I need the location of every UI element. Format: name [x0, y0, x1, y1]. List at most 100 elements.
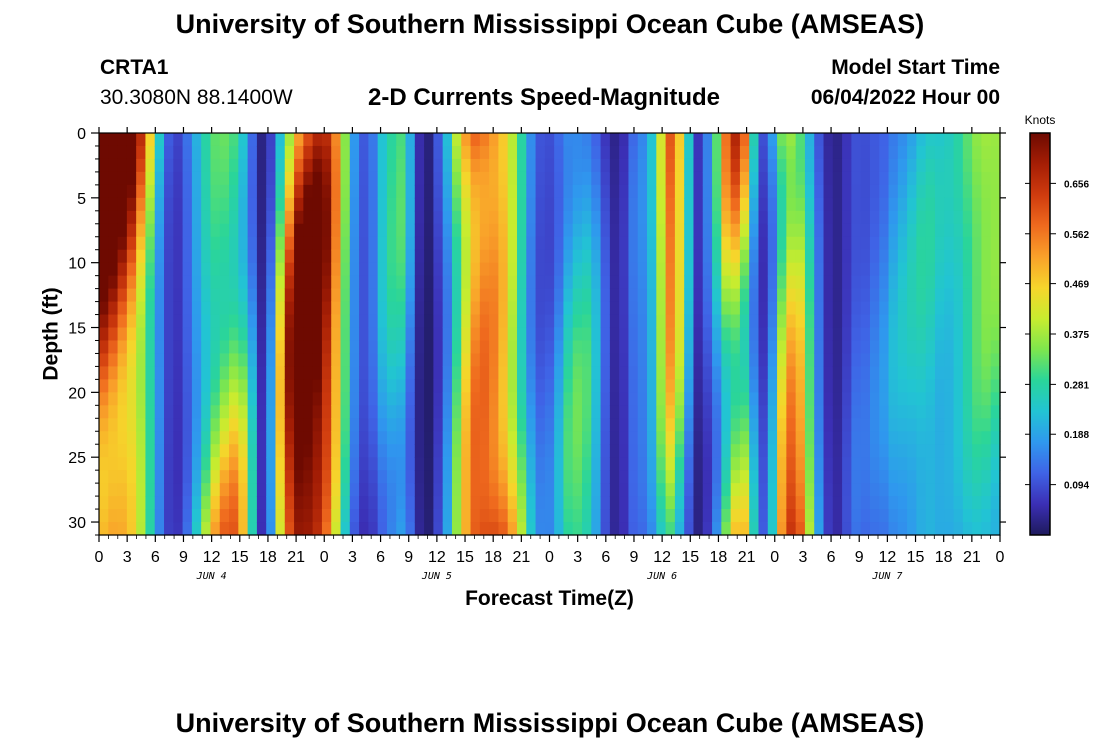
heat-cell: [182, 158, 193, 173]
heat-cell: [414, 405, 425, 419]
heat-cell: [869, 431, 880, 445]
heat-cell: [377, 301, 388, 316]
heat-cell: [925, 353, 936, 368]
heat-cell: [972, 522, 983, 536]
heat-cell: [359, 171, 369, 186]
heat-cell: [925, 457, 936, 471]
heat-cell: [238, 236, 249, 251]
heat-cell: [303, 236, 314, 251]
heat-cell: [563, 171, 574, 186]
heat-cell: [842, 483, 852, 497]
heat-cell: [303, 327, 314, 342]
heat-cell: [229, 496, 239, 510]
heat-cell: [647, 301, 657, 316]
heat-cell: [665, 301, 676, 316]
heat-cell: [832, 133, 843, 147]
heat-cell: [619, 509, 630, 523]
heat-cell: [424, 262, 434, 277]
heat-cell: [173, 133, 184, 147]
heat-cell: [647, 197, 657, 212]
colorbar-tick-label: 0.375: [1064, 330, 1089, 341]
heat-cell: [674, 509, 685, 523]
heat-cell: [962, 522, 973, 536]
heat-cell: [136, 171, 147, 186]
heat-cell: [851, 301, 862, 316]
heat-cell: [442, 210, 453, 225]
heat-cell: [619, 418, 630, 432]
heat-cell: [786, 418, 797, 432]
heat-cell: [433, 288, 444, 303]
heat-cell: [535, 444, 546, 458]
heat-cell: [795, 483, 806, 497]
heat-cell: [247, 483, 258, 497]
heat-cell: [433, 405, 444, 419]
heat-cell: [173, 444, 184, 458]
heat-cell: [730, 236, 741, 251]
heat-cell: [563, 158, 574, 173]
heat-cell: [591, 223, 602, 238]
heat-cell: [591, 509, 602, 523]
heat-cell: [609, 314, 620, 329]
heat-cell: [563, 470, 574, 484]
heat-cell: [907, 509, 917, 523]
heat-cell: [414, 457, 425, 471]
heat-cell: [433, 171, 444, 186]
heat-cell: [340, 262, 351, 277]
heat-cell: [108, 236, 119, 251]
heat-cell: [665, 470, 676, 484]
heat-cell: [721, 340, 732, 355]
heat-cell: [154, 444, 165, 458]
heat-cell: [823, 133, 834, 147]
heat-cell: [405, 470, 416, 484]
heat-cell: [767, 431, 778, 445]
heat-cell: [526, 249, 537, 264]
heat-cell: [461, 171, 472, 186]
heat-cell: [99, 327, 109, 342]
heat-cell: [451, 431, 462, 445]
heat-cell: [303, 288, 314, 303]
heat-cell: [507, 223, 518, 238]
heat-cell: [665, 522, 676, 536]
heat-cell: [656, 496, 667, 510]
heat-cell: [721, 418, 732, 432]
heat-cell: [201, 145, 212, 160]
heat-cell: [489, 145, 500, 160]
heat-cell: [340, 431, 351, 445]
heat-cell: [377, 236, 388, 251]
heat-cell: [619, 145, 630, 160]
heat-cell: [721, 262, 732, 277]
heat-cell: [934, 249, 945, 264]
heat-cell: [591, 210, 602, 225]
heat-cell: [303, 444, 314, 458]
heat-cell: [572, 496, 583, 510]
heat-cell: [730, 340, 741, 355]
heat-cell: [795, 470, 806, 484]
heat-cell: [321, 327, 332, 342]
heat-cell: [164, 197, 174, 212]
heat-cell: [405, 314, 416, 329]
heat-cell: [582, 470, 592, 484]
heat-cell: [377, 184, 388, 199]
heat-cell: [173, 379, 184, 393]
heat-cell: [275, 340, 286, 355]
heat-cell: [981, 366, 992, 380]
heat-cell: [609, 210, 620, 225]
heat-cell: [275, 444, 286, 458]
heat-cell: [907, 379, 917, 393]
heat-cell: [851, 340, 862, 355]
heat-cell: [860, 314, 871, 329]
heat-cell: [386, 457, 397, 471]
heat-cell: [879, 366, 890, 380]
heat-cell: [191, 418, 202, 432]
heat-cell: [191, 197, 202, 212]
heat-cell: [647, 522, 657, 536]
heat-cell: [386, 366, 397, 380]
heat-cell: [749, 301, 760, 316]
heat-cell: [526, 496, 537, 510]
heat-cell: [544, 470, 555, 484]
heat-cell: [712, 418, 722, 432]
heat-cell: [795, 353, 806, 368]
heat-cell: [832, 431, 843, 445]
heat-cell: [405, 405, 416, 419]
heat-cell: [433, 301, 444, 316]
